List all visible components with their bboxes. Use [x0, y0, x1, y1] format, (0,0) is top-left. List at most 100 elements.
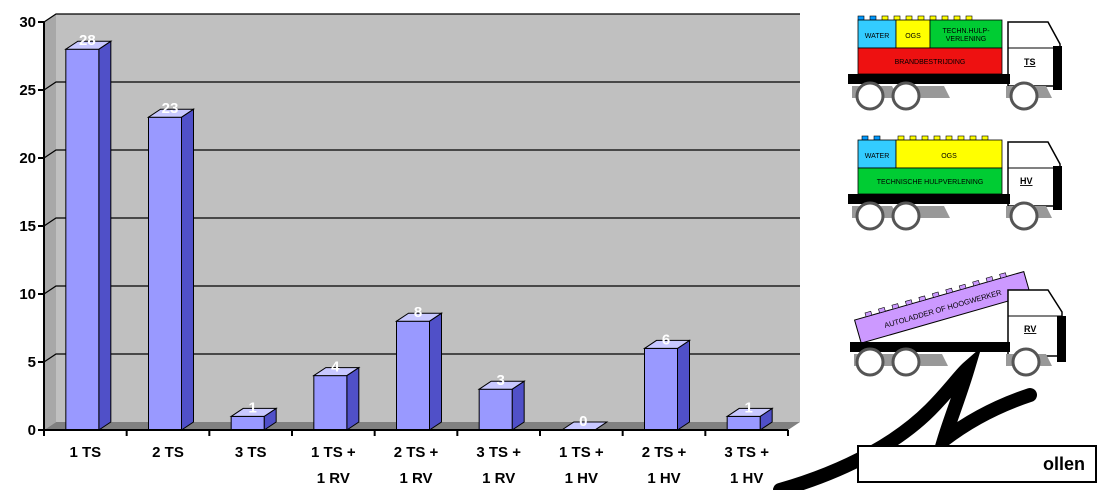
block-ogs-label: OGS — [941, 153, 957, 160]
block-ogs — [895, 139, 1003, 169]
block-techn-label-1: TECHN.HULP- — [942, 28, 990, 35]
studs — [857, 15, 973, 21]
y-tick-label: 25 — [19, 82, 36, 99]
x-tick-label-line2: 1 HV — [730, 470, 763, 487]
bar-front — [230, 415, 265, 431]
gridline — [43, 217, 800, 227]
bar-side — [677, 339, 690, 431]
bar: 23 — [146, 100, 196, 431]
block-ogs — [895, 19, 931, 49]
y-tick-label: 20 — [19, 150, 36, 167]
bar-front — [478, 388, 513, 431]
cab — [1007, 289, 1063, 357]
chassis — [850, 342, 1010, 352]
block-base-label: BRANDBESTRIJDING — [895, 59, 966, 66]
gridline — [43, 13, 800, 23]
x-tick-label-line2: 1 RV — [482, 470, 515, 487]
bar-top — [312, 367, 361, 377]
bar-top — [642, 339, 692, 349]
ladder: AUTOLADDER OF HOOGWERKER — [853, 270, 1031, 344]
y-axis: 0 5 10 15 20 25 30 — [19, 14, 45, 439]
block-ogs-label: OGS — [905, 33, 921, 40]
legend-button[interactable]: ollen — [857, 445, 1097, 483]
gridlines — [43, 13, 800, 363]
gridline — [43, 353, 800, 363]
bar-data-label: 23 — [162, 100, 179, 117]
bar-data-label: 1 — [744, 399, 752, 416]
gridline — [43, 285, 800, 295]
bar-top — [229, 407, 278, 417]
y-tick-label: 0 — [28, 422, 36, 439]
block-techn-label-2: VERLENING — [946, 36, 986, 43]
bar-front — [313, 375, 348, 431]
cab-label: HV — [1020, 176, 1033, 186]
block-water — [857, 19, 897, 49]
x-tick-label-line2: 1 HV — [647, 470, 680, 487]
x-tick-label: 1 TS — [69, 444, 101, 461]
wheels — [852, 81, 1052, 111]
bar: 3 — [477, 372, 526, 431]
wheels — [854, 347, 1052, 377]
bar-top — [725, 407, 774, 417]
bar-data-label: 6 — [662, 331, 670, 348]
block-water-label: WATER — [865, 153, 890, 160]
x-tick-label: 2 TS — [152, 444, 184, 461]
wheels — [852, 201, 1052, 231]
truck-hv: WATER OGS TECHNISCHE HULPVERLENING HV — [848, 135, 1062, 231]
y-tick-label: 30 — [19, 14, 36, 31]
bar-side — [429, 312, 442, 431]
block-water-label: WATER — [865, 33, 890, 40]
bar-top — [477, 380, 526, 390]
bar-top — [394, 312, 444, 322]
studs — [861, 135, 989, 141]
bar-front — [65, 48, 100, 431]
block-base — [857, 47, 1003, 75]
block-base-label: TECHNISCHE HULPVERLENING — [877, 179, 984, 186]
chassis — [848, 74, 1010, 84]
bar: 1 — [229, 399, 278, 431]
x-tick-label-line2: 1 RV — [317, 470, 350, 487]
x-tick-label: 2 TS + — [394, 444, 439, 461]
bar-side — [98, 40, 112, 431]
truck-ts: WATER OGS TECHN.HULP- VERLENING BRANDBES… — [848, 15, 1062, 111]
y-tick-label: 15 — [19, 218, 36, 235]
bar-top — [146, 108, 196, 118]
x-tick-label: 3 TS — [235, 444, 267, 461]
bar-top — [64, 40, 113, 50]
bar-front — [396, 320, 430, 431]
bar-side — [346, 366, 360, 431]
x-tick-label-line2: 1 HV — [565, 470, 598, 487]
legend-button-label: ollen — [1042, 453, 1085, 474]
bar: 8 — [394, 304, 444, 431]
x-tick-label: 1 TS + — [559, 444, 604, 461]
block-base — [857, 167, 1003, 195]
bar-data-label: 8 — [414, 304, 422, 321]
x-tick-label: 3 TS + — [476, 444, 521, 461]
x-tick-label-line2: 1 RV — [399, 470, 432, 487]
x-tick-label: 1 TS + — [311, 444, 356, 461]
bar-side — [181, 108, 194, 431]
bar-data-label: 3 — [496, 372, 504, 389]
truck-rv: AUTOLADDER OF HOOGWERKER RV — [850, 270, 1066, 377]
x-tick-label: 3 TS + — [724, 444, 769, 461]
bar-front — [148, 116, 182, 431]
chassis — [848, 194, 1010, 204]
bar: 6 — [642, 331, 692, 431]
cab — [1007, 21, 1061, 87]
bar-front — [644, 347, 678, 431]
cab — [1007, 141, 1061, 207]
cab-label: TS — [1024, 57, 1036, 67]
bar-data-label: 28 — [79, 32, 96, 49]
bar: 28 — [64, 32, 113, 431]
bar: 1 — [725, 399, 774, 431]
bar-front — [726, 415, 761, 431]
y-tick-label: 10 — [19, 286, 36, 303]
x-axis: 1 TS 2 TS 3 TS 1 TS + 1 RV 2 TS + 1 RV 3 TS + 1 … — [43, 429, 789, 487]
cab-label: RV — [1024, 324, 1036, 334]
bars: 28 23 1 4 8 3 0 6 1 — [64, 32, 774, 431]
x-tick-label: 2 TS + — [642, 444, 687, 461]
block-techn — [929, 19, 1003, 49]
gridline — [43, 81, 800, 91]
bar-data-label: 1 — [248, 399, 256, 416]
